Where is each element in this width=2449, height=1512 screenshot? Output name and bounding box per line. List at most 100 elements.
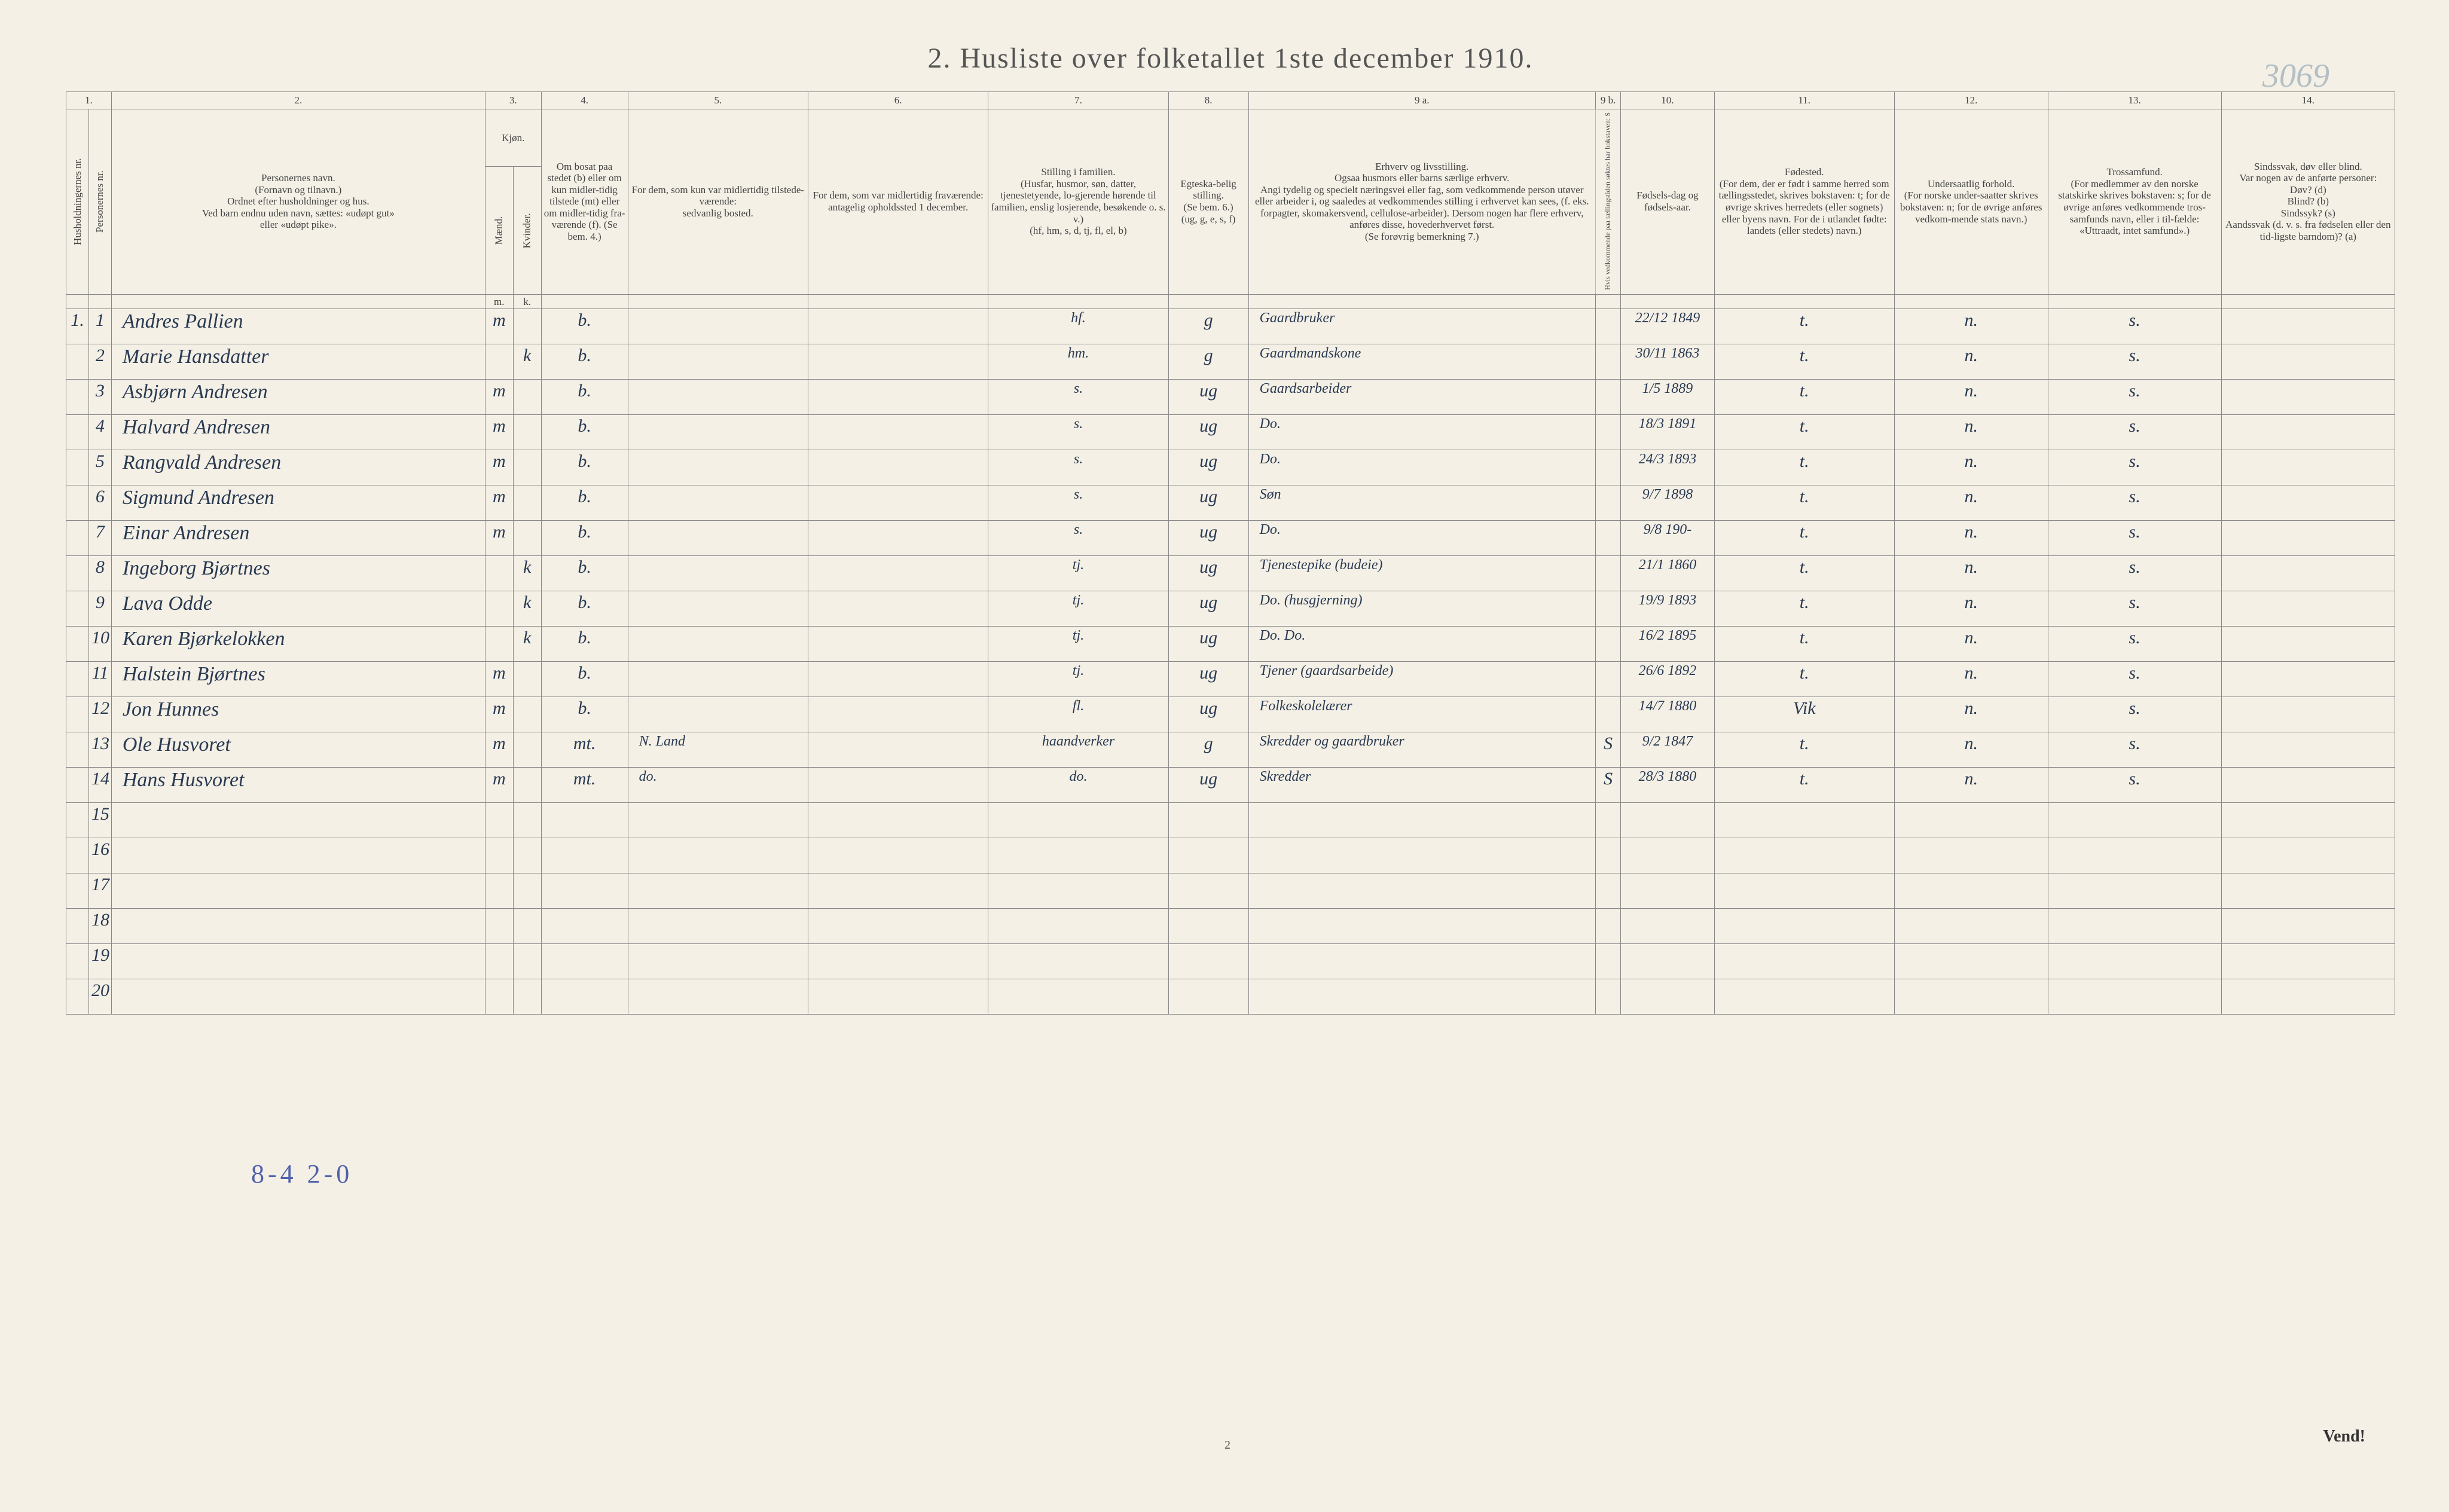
hdr-k: k. (513, 294, 541, 309)
cell-status: b. (541, 556, 628, 591)
cell (1248, 944, 1595, 979)
cell (1714, 803, 1894, 838)
table-row: 14 Hans Husvoret m mt. do. do. ug Skredd… (66, 768, 2395, 803)
hdr-residence-status: Om bosat paa stedet (b) eller om kun mid… (541, 109, 628, 294)
cell (541, 979, 628, 1015)
cell-status: b. (541, 662, 628, 697)
cell (111, 803, 485, 838)
cell-disability (2221, 627, 2395, 662)
cell-person-no: 3 (88, 380, 111, 415)
cell-nationality: n. (1894, 697, 2048, 732)
cell-name: Lava Odde (111, 591, 485, 627)
cell-name: Ingeborg Bjørtnes (111, 556, 485, 591)
hdr-male: Mænd. (485, 167, 513, 295)
cell-marital: ug (1168, 627, 1248, 662)
cell-male: m (485, 697, 513, 732)
cell-household (66, 380, 89, 415)
cell (111, 979, 485, 1015)
table-row: 4 Halvard Andresen m b. s. ug Do. 18/3 1… (66, 415, 2395, 450)
cell-marital: g (1168, 309, 1248, 344)
cell-household (66, 732, 89, 768)
cell-birthplace: Vik (1714, 697, 1894, 732)
cell-occupation: Folkeskolelærer (1248, 697, 1595, 732)
cell-household (66, 415, 89, 450)
cell (1894, 909, 2048, 944)
cell (1595, 944, 1620, 979)
cell-name: Einar Andresen (111, 521, 485, 556)
cell (111, 944, 485, 979)
cell-male: m (485, 415, 513, 450)
cell-birthplace: t. (1714, 344, 1894, 380)
table-row: 12 Jon Hunnes m b. fl. ug Folkeskolelære… (66, 697, 2395, 732)
cell-female: k (513, 591, 541, 627)
cell-person-no: 15 (88, 803, 111, 838)
cell-birthplace: t. (1714, 415, 1894, 450)
cell-9b (1595, 450, 1620, 485)
cell-person-no: 7 (88, 521, 111, 556)
cell-status: b. (541, 415, 628, 450)
cell (2048, 944, 2221, 979)
cell-9b: S (1595, 768, 1620, 803)
table-row: 5 Rangvald Andresen m b. s. ug Do. 24/3 … (66, 450, 2395, 485)
cell-9b (1595, 627, 1620, 662)
table-row: 9 Lava Odde k b. tj. ug Do. (husgjerning… (66, 591, 2395, 627)
cell-female (513, 450, 541, 485)
cell-religion: s. (2048, 768, 2221, 803)
cell (2221, 838, 2395, 873)
cell-name: Halvard Andresen (111, 415, 485, 450)
cell-nationality: n. (1894, 521, 2048, 556)
cell-female (513, 485, 541, 521)
cell-9b (1595, 662, 1620, 697)
cell-family-pos: s. (988, 521, 1168, 556)
cell-religion: s. (2048, 556, 2221, 591)
cell-name: Ole Husvoret (111, 732, 485, 768)
cell-usual-residence (628, 415, 808, 450)
cell-household (66, 627, 89, 662)
cell-usual-residence (628, 309, 808, 344)
cell-person-no: 18 (88, 909, 111, 944)
cell-marital: ug (1168, 768, 1248, 803)
col-num-8: 8. (1168, 92, 1248, 109)
cell-household (66, 909, 89, 944)
cell-person-no: 4 (88, 415, 111, 450)
cell-household (66, 803, 89, 838)
cell-status: b. (541, 521, 628, 556)
cell-household (66, 556, 89, 591)
cell-household (66, 838, 89, 873)
cell (111, 873, 485, 909)
cell-household (66, 768, 89, 803)
cell-nationality: n. (1894, 768, 2048, 803)
cell (513, 979, 541, 1015)
table-row-empty: 19 (66, 944, 2395, 979)
cell (1248, 909, 1595, 944)
cell (485, 979, 513, 1015)
cell-birthdate: 22/12 1849 (1621, 309, 1714, 344)
table-body: 1. 1 Andres Pallien m b. hf. g Gaardbruk… (66, 309, 2395, 1015)
cell-occupation: Do. (husgjerning) (1248, 591, 1595, 627)
cell (1621, 873, 1714, 909)
cell-birthdate: 28/3 1880 (1621, 768, 1714, 803)
cell-birthplace: t. (1714, 309, 1894, 344)
cell (2048, 838, 2221, 873)
hdr-m: m. (485, 294, 513, 309)
cell (1714, 838, 1894, 873)
cell-whereabouts (808, 380, 988, 415)
cell-disability (2221, 450, 2395, 485)
cell-female (513, 732, 541, 768)
cell-household (66, 979, 89, 1015)
cell-female (513, 697, 541, 732)
cell (1248, 803, 1595, 838)
cell (1168, 979, 1248, 1015)
cell-female (513, 768, 541, 803)
cell-family-pos: s. (988, 450, 1168, 485)
cell-female: k (513, 627, 541, 662)
cell-9b (1595, 380, 1620, 415)
cell (988, 803, 1168, 838)
cell-birthdate: 24/3 1893 (1621, 450, 1714, 485)
cell-family-pos: tj. (988, 662, 1168, 697)
cell-usual-residence (628, 697, 808, 732)
cell-person-no: 6 (88, 485, 111, 521)
cell-nationality: n. (1894, 732, 2048, 768)
cell-disability (2221, 556, 2395, 591)
cell (2221, 909, 2395, 944)
